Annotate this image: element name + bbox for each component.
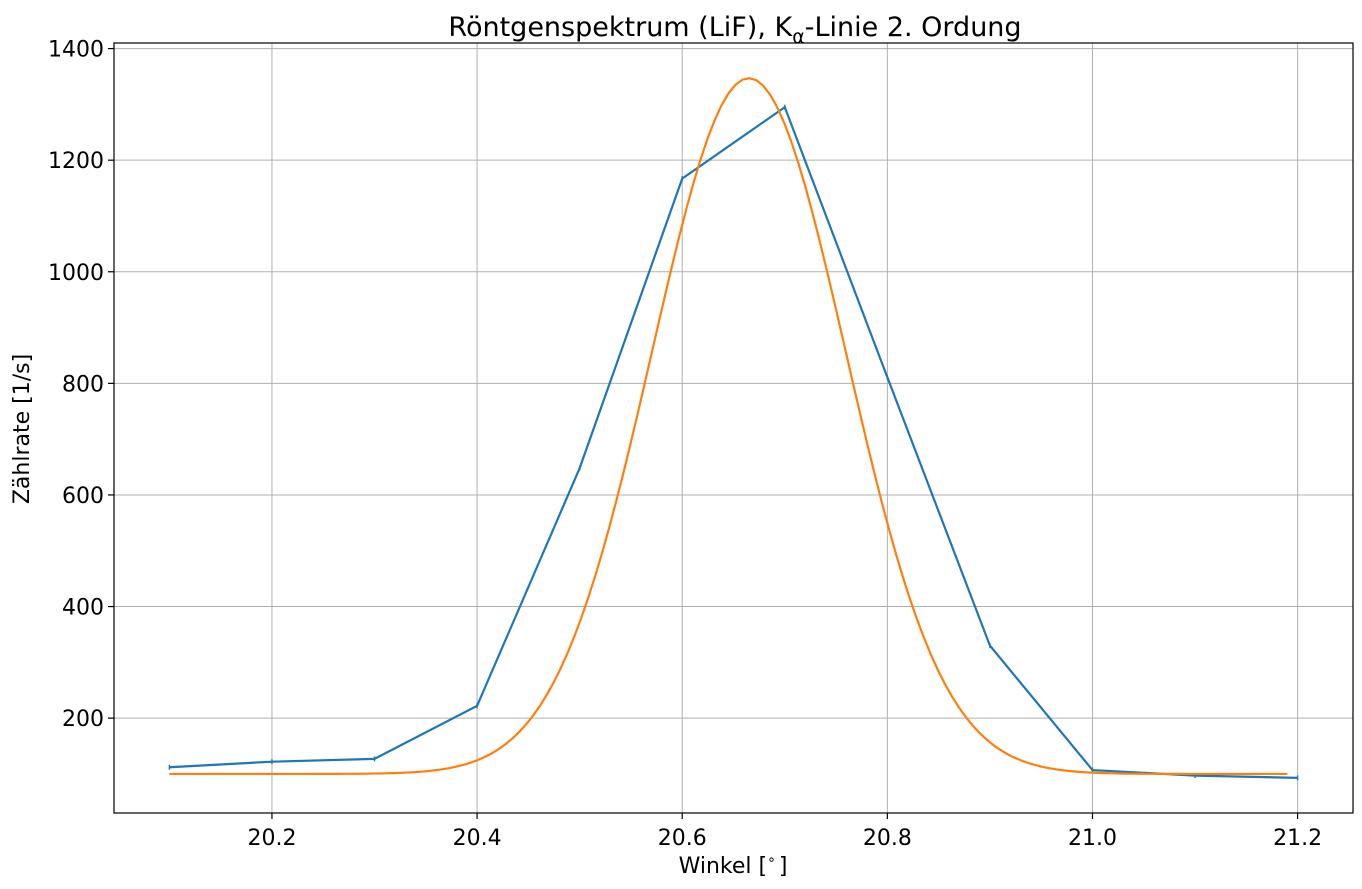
fit-curve-line xyxy=(169,77,1288,776)
title-subscript: α xyxy=(792,26,805,48)
x-axis-label: Winkel [∘] xyxy=(679,852,788,879)
y-tick-label: 1000 xyxy=(48,261,104,286)
grid xyxy=(114,43,1353,813)
x-tick-label: 20.6 xyxy=(658,826,707,851)
x-tick-label: 20.4 xyxy=(453,826,502,851)
y-tick-label: 200 xyxy=(62,707,104,732)
series-layer xyxy=(168,77,1299,781)
y-axis-label: Zählrate [1/s] xyxy=(10,354,35,504)
x-axis-label-text: Winkel [ xyxy=(679,854,768,879)
y-axis-ticks: 200 400 600 800 1000 1200 1400 xyxy=(48,38,114,732)
y-tick-label: 800 xyxy=(62,372,104,397)
x-tick-label: 20.8 xyxy=(863,826,912,851)
measured-data-line xyxy=(169,105,1298,779)
title-suffix: -Linie 2. Ordung xyxy=(805,12,1022,43)
x-axis-label-close: ] xyxy=(779,854,788,879)
x-tick-label: 20.2 xyxy=(247,826,296,851)
y-tick-label: 600 xyxy=(62,484,104,509)
title-main: Röntgenspektrum (LiF), K xyxy=(448,12,793,43)
y-tick-label: 1400 xyxy=(48,38,104,63)
degree-symbol: ∘ xyxy=(767,852,776,868)
chart-title: Röntgenspektrum (LiF), Kα-Linie 2. Ordun… xyxy=(448,12,1021,48)
x-axis-ticks: 20.2 20.4 20.6 20.8 21.0 21.2 xyxy=(247,813,1322,851)
y-tick-label: 1200 xyxy=(48,149,104,174)
y-tick-label: 400 xyxy=(62,596,104,621)
x-tick-label: 21.0 xyxy=(1068,826,1117,851)
x-tick-label: 21.2 xyxy=(1273,826,1322,851)
plot-frame xyxy=(113,42,1354,814)
